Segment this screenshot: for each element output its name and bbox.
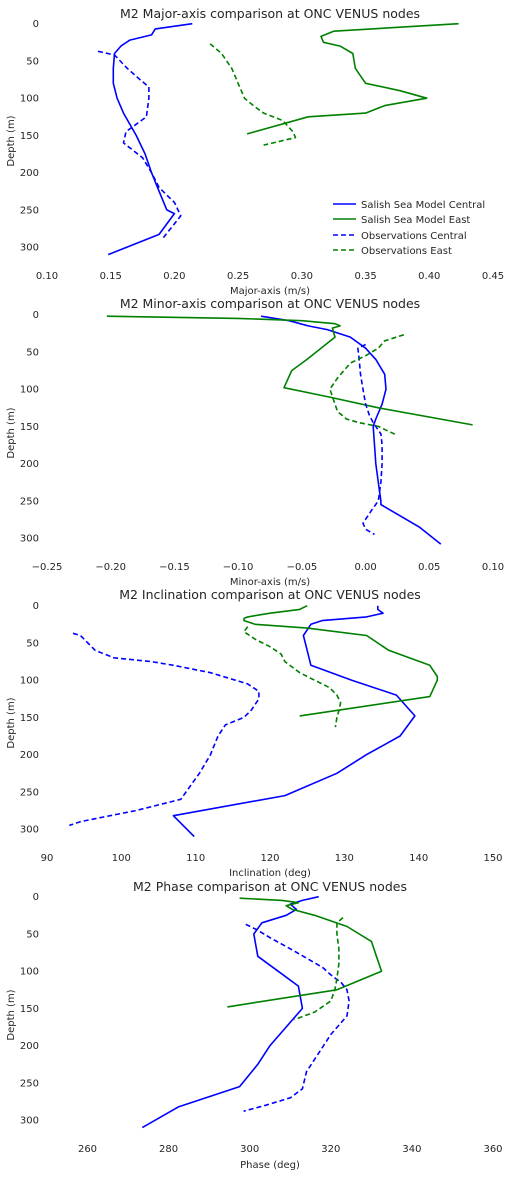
x-tick-label: 280 <box>159 1144 178 1155</box>
x-tick-label: 360 <box>483 1144 502 1155</box>
y-tick-label: 100 <box>20 94 39 105</box>
legend-label-obs-central: Observations Central <box>361 231 467 242</box>
series-line-obs-central <box>69 632 260 827</box>
x-tick-label: 320 <box>321 1144 340 1155</box>
x-tick-label: −0.10 <box>223 562 254 573</box>
x-tick-label: 300 <box>240 1144 259 1155</box>
y-tick-label: 100 <box>20 676 39 687</box>
y-tick-label: 250 <box>20 205 39 216</box>
series-line-model-east <box>106 315 473 426</box>
x-tick-label: 100 <box>112 853 131 864</box>
y-tick-label: 150 <box>20 131 39 142</box>
chart-panel-minor-axis: M2 Minor-axis comparison at ONC VENUS no… <box>6 296 504 588</box>
y-tick-label: 200 <box>20 168 39 179</box>
y-tick-label: 150 <box>20 713 39 724</box>
chart-title: M2 Phase comparison at ONC VENUS nodes <box>133 879 407 894</box>
chart-panel-phase: M2 Phase comparison at ONC VENUS nodes P… <box>6 879 503 1171</box>
x-axis-label: Phase (deg) <box>240 1160 300 1171</box>
x-tick-label: 0.00 <box>354 562 376 573</box>
x-tick-label: 130 <box>335 853 354 864</box>
x-tick-label: 120 <box>260 853 279 864</box>
y-tick-label: 0 <box>33 601 39 612</box>
y-tick-label: 150 <box>20 422 39 433</box>
y-axis-label: Depth (m) <box>6 115 17 166</box>
x-tick-label: −0.20 <box>95 562 126 573</box>
x-tick-label: 340 <box>402 1144 421 1155</box>
x-tick-label: 0.10 <box>482 562 504 573</box>
y-tick-label: 200 <box>20 1041 39 1052</box>
y-tick-label: 50 <box>26 57 39 68</box>
legend-label-model-central: Salish Sea Model Central <box>361 200 485 211</box>
series-line-obs-central <box>357 343 383 536</box>
y-tick-label: 200 <box>20 459 39 470</box>
y-tick-label: 250 <box>20 496 39 507</box>
plot-area: −0.25 −0.20 −0.15 −0.10 −0.05 0.00 0.05 0.10 0 50… <box>20 310 504 573</box>
plot-area: 260 280 300 320 340 360 0 50 100 150 200 250 300 <box>20 892 503 1155</box>
y-tick-label: 300 <box>20 243 39 254</box>
y-tick-label: 50 <box>26 348 39 359</box>
y-tick-label: 300 <box>20 1116 39 1127</box>
series-line-model-central <box>260 315 442 545</box>
x-axis-label: Minor-axis (m/s) <box>230 577 310 588</box>
x-tick-label: 0.15 <box>100 271 122 282</box>
y-tick-label: 50 <box>26 639 39 650</box>
x-tick-label: 140 <box>409 853 428 864</box>
y-tick-label: 100 <box>20 385 39 396</box>
x-tick-label: 0.10 <box>36 271 58 282</box>
series-line-obs-east <box>209 43 297 146</box>
legend-label-obs-east: Observations East <box>361 246 452 257</box>
x-tick-label: 0.20 <box>163 271 185 282</box>
x-tick-label: 0.35 <box>354 271 376 282</box>
y-tick-label: 300 <box>20 825 39 836</box>
y-tick-label: 300 <box>20 534 39 545</box>
x-tick-label: 0.30 <box>291 271 313 282</box>
series-line-model-east <box>246 22 459 135</box>
y-tick-label: 0 <box>33 892 39 903</box>
legend-label-model-east: Salish Sea Model East <box>361 215 470 226</box>
x-tick-label: 0.05 <box>418 562 440 573</box>
chart-panel-inclination: M2 Inclination comparison at ONC VENUS n… <box>6 587 503 879</box>
plot-area: 90 100 110 120 130 140 150 0 50 100 150 200 250 300 <box>20 601 503 864</box>
x-tick-label: −0.25 <box>32 562 63 573</box>
series-line-model-east <box>227 897 383 1008</box>
x-tick-label: 0.45 <box>482 271 504 282</box>
y-tick-label: 250 <box>20 787 39 798</box>
x-tick-label: −0.05 <box>287 562 318 573</box>
y-tick-label: 0 <box>33 19 39 30</box>
series-line-obs-east <box>329 334 405 437</box>
y-tick-label: 150 <box>20 1004 39 1015</box>
chart-title: M2 Major-axis comparison at ONC VENUS no… <box>120 6 420 21</box>
series-line-obs-east <box>243 626 342 728</box>
series-line-obs-central <box>97 50 182 241</box>
series-line-model-east <box>243 604 439 717</box>
plot-area: 0.10 0.15 0.20 0.25 0.30 0.35 0.40 0.45 0 50 100 15… <box>20 19 504 282</box>
x-tick-label: −0.15 <box>159 562 190 573</box>
x-tick-label: 0.40 <box>418 271 440 282</box>
series-line-model-central <box>172 605 416 838</box>
y-axis-label: Depth (m) <box>6 407 17 458</box>
chart-title: M2 Minor-axis comparison at ONC VENUS no… <box>120 296 420 311</box>
chart-title: M2 Inclination comparison at ONC VENUS n… <box>119 587 421 602</box>
x-tick-label: 90 <box>41 853 54 864</box>
x-tick-label: 110 <box>186 853 205 864</box>
y-axis-label: Depth (m) <box>6 989 17 1040</box>
x-tick-label: 0.25 <box>227 271 249 282</box>
x-axis-label: Inclination (deg) <box>229 868 311 879</box>
series-line-obs-east <box>294 916 344 1021</box>
chart-panel-major-axis: M2 Major-axis comparison at ONC VENUS no… <box>6 6 504 297</box>
y-axis-label: Depth (m) <box>6 697 17 748</box>
series-line-model-central <box>141 895 319 1129</box>
y-tick-label: 50 <box>26 930 39 941</box>
series-line-model-central <box>107 22 193 256</box>
series-line-obs-central <box>243 923 350 1112</box>
y-tick-label: 100 <box>20 967 39 978</box>
x-axis-label: Major-axis (m/s) <box>230 286 310 297</box>
x-tick-label: 150 <box>483 853 502 864</box>
x-tick-label: 260 <box>78 1144 97 1155</box>
y-tick-label: 0 <box>33 310 39 321</box>
y-tick-label: 200 <box>20 750 39 761</box>
legend: Salish Sea Model Central Salish Sea Mode… <box>333 200 485 257</box>
y-tick-label: 250 <box>20 1078 39 1089</box>
